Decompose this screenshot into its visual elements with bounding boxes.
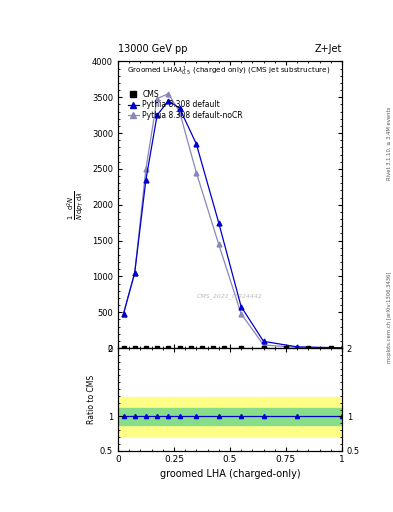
Text: Groomed LHA$\lambda^1_{0.5}$ (charged only) (CMS jet substructure): Groomed LHA$\lambda^1_{0.5}$ (charged on… [127, 65, 330, 78]
Pythia 8.308 default-noCR [194, 169, 198, 176]
X-axis label: groomed LHA (charged-only): groomed LHA (charged-only) [160, 468, 300, 479]
Pythia 8.308 default [166, 98, 171, 104]
Text: Rivet 3.1.10, ≥ 3.4M events: Rivet 3.1.10, ≥ 3.4M events [387, 106, 391, 180]
CMS [239, 345, 244, 351]
CMS [222, 345, 227, 351]
Pythia 8.308 default [261, 338, 266, 345]
CMS [132, 345, 137, 351]
CMS [306, 345, 311, 351]
CMS [166, 345, 171, 351]
Text: CMS_2021_I1924442: CMS_2021_I1924442 [197, 294, 263, 300]
Pythia 8.308 default-noCR [216, 241, 221, 247]
Pythia 8.308 default [155, 112, 160, 118]
CMS [177, 345, 182, 351]
Legend: CMS, Pythia 8.308 default, Pythia 8.308 default-noCR: CMS, Pythia 8.308 default, Pythia 8.308 … [126, 88, 244, 121]
Pythia 8.308 default-noCR [239, 311, 244, 317]
Pythia 8.308 default [340, 345, 344, 351]
Pythia 8.308 default-noCR [261, 342, 266, 348]
CMS [188, 345, 193, 351]
Line: Pythia 8.308 default-noCR: Pythia 8.308 default-noCR [121, 91, 344, 350]
Text: 13000 GeV pp: 13000 GeV pp [118, 44, 187, 54]
Pythia 8.308 default [132, 270, 137, 276]
Pythia 8.308 default [143, 177, 148, 183]
CMS [200, 345, 204, 351]
Pythia 8.308 default [177, 105, 182, 111]
CMS [155, 345, 160, 351]
Pythia 8.308 default-noCR [295, 345, 299, 351]
Pythia 8.308 default-noCR [132, 270, 137, 276]
CMS [284, 345, 288, 351]
Pythia 8.308 default [295, 344, 299, 350]
Pythia 8.308 default-noCR [121, 311, 126, 317]
Pythia 8.308 default-noCR [155, 96, 160, 102]
Pythia 8.308 default [216, 220, 221, 226]
CMS [121, 345, 126, 351]
CMS [329, 345, 333, 351]
Text: mcplots.cern.ch [arXiv:1306.3436]: mcplots.cern.ch [arXiv:1306.3436] [387, 272, 391, 363]
Pythia 8.308 default-noCR [143, 166, 148, 172]
Pythia 8.308 default [121, 311, 126, 317]
Y-axis label: $\frac{1}{N}\frac{\mathrm{d}^2N}{\mathrm{d}p_T\,\mathrm{d}\lambda}$: $\frac{1}{N}\frac{\mathrm{d}^2N}{\mathrm… [66, 190, 86, 220]
Line: CMS: CMS [121, 346, 333, 350]
CMS [143, 345, 148, 351]
Line: Pythia 8.308 default: Pythia 8.308 default [121, 98, 344, 350]
Pythia 8.308 default-noCR [166, 91, 171, 97]
CMS [261, 345, 266, 351]
Y-axis label: Ratio to CMS: Ratio to CMS [87, 375, 96, 424]
Pythia 8.308 default [194, 141, 198, 147]
CMS [211, 345, 215, 351]
Pythia 8.308 default-noCR [177, 109, 182, 115]
Pythia 8.308 default-noCR [340, 345, 344, 351]
Pythia 8.308 default [239, 304, 244, 310]
Text: Z+Jet: Z+Jet [314, 44, 342, 54]
